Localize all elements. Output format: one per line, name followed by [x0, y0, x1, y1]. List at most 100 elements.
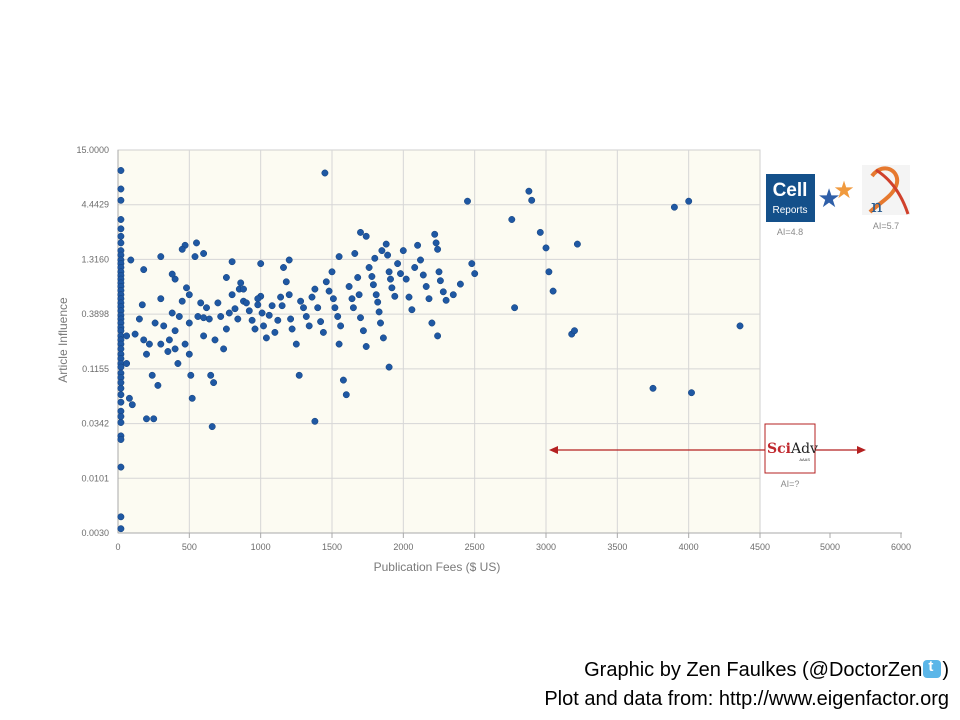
x-tick-label: 2000 [393, 542, 413, 552]
data-point [435, 268, 443, 276]
star-icon: ★ [833, 176, 855, 204]
star-icon: ★ [817, 184, 840, 214]
sciadv-logo: SciAdv AAAS [764, 423, 818, 474]
y-tick-label: 4.4429 [81, 200, 109, 210]
data-point [384, 251, 392, 259]
cell-logo-line1: Cell [773, 180, 808, 201]
twitter-icon [923, 658, 942, 678]
data-point [345, 283, 353, 290]
data-point [274, 316, 282, 324]
data-point [237, 279, 245, 287]
x-tick-label: 2500 [465, 542, 485, 552]
data-point [417, 256, 424, 264]
data-point [573, 240, 581, 248]
data-point [214, 299, 222, 307]
data-point [308, 293, 316, 301]
data-point [335, 340, 343, 348]
data-point [245, 307, 253, 315]
data-point [339, 376, 347, 384]
data-point [670, 203, 678, 211]
data-point [217, 313, 225, 320]
data-point [265, 311, 273, 319]
data-point [117, 384, 125, 392]
data-point [525, 187, 533, 195]
data-point [436, 277, 444, 285]
data-point [348, 295, 356, 303]
data-point [425, 295, 433, 303]
data-point [362, 343, 370, 350]
data-point [536, 228, 544, 236]
data-point [414, 241, 422, 249]
data-point [342, 391, 350, 399]
data-point [377, 319, 384, 327]
data-point [387, 275, 394, 283]
data-point [262, 334, 270, 342]
nature-ai-label: AI=5.7 [873, 221, 899, 231]
sciadv-ai-label: AI=? [781, 479, 800, 489]
y-tick-label: 15.0000 [76, 145, 109, 155]
data-point [168, 309, 176, 317]
data-point [297, 297, 305, 305]
data-point [351, 250, 359, 257]
data-point [200, 332, 208, 340]
data-point [319, 328, 327, 336]
data-point [154, 381, 162, 389]
data-point [280, 264, 287, 271]
data-point [431, 230, 439, 238]
data-point [385, 363, 393, 371]
x-tick-label: 3000 [536, 542, 556, 552]
data-point [397, 270, 404, 278]
data-point [185, 291, 193, 299]
data-point [187, 371, 195, 379]
x-tick-label: 4000 [679, 542, 699, 552]
data-point [135, 315, 143, 323]
data-point [117, 413, 125, 420]
sciadv-subtext: AAAS [799, 457, 810, 462]
data-point [194, 313, 202, 320]
data-point [511, 304, 519, 312]
data-point [442, 296, 450, 304]
data-point [305, 322, 313, 330]
data-points [117, 167, 744, 533]
data-point [222, 325, 230, 333]
data-point [208, 423, 216, 431]
data-point [439, 288, 447, 296]
data-point [322, 278, 330, 286]
data-point [228, 258, 236, 266]
credit-line-1-text: Graphic by Zen Faulkes (@DoctorZen [584, 659, 923, 681]
data-point [508, 216, 516, 223]
cell-reports-logo: Cell Reports [766, 174, 815, 222]
svg-text:SciAdv: SciAdv [767, 441, 818, 457]
data-point [157, 295, 165, 303]
sciadv-sci: Sci [767, 441, 791, 457]
credit-line-1-close: ) [942, 659, 949, 681]
data-point [225, 309, 233, 317]
data-point [117, 398, 125, 406]
data-point [117, 391, 125, 399]
data-point [197, 299, 205, 307]
data-point [468, 260, 476, 268]
data-point [117, 196, 125, 204]
data-point [688, 389, 695, 397]
grid-lines [118, 150, 760, 533]
credit-line-2: Plot and data from: http://www.eigenfact… [544, 688, 949, 710]
data-point [222, 274, 230, 281]
data-point [117, 513, 125, 521]
data-point [248, 316, 256, 324]
data-point [278, 302, 286, 310]
data-point [388, 284, 396, 292]
nature-logo-letter: n [871, 196, 883, 217]
data-point [117, 216, 125, 223]
data-point [549, 287, 557, 295]
data-point [117, 463, 125, 471]
data-point [685, 197, 693, 205]
x-axis-title: Publication Fees ($ US) [374, 560, 501, 574]
data-point [171, 345, 179, 353]
credit-line-1: Graphic by Zen Faulkes (@DoctorZen) [584, 658, 949, 682]
x-tick-label: 6000 [891, 542, 911, 552]
data-point [200, 250, 208, 257]
data-point [402, 275, 410, 283]
data-point [191, 253, 199, 261]
data-point [325, 287, 333, 295]
data-point [285, 256, 293, 264]
